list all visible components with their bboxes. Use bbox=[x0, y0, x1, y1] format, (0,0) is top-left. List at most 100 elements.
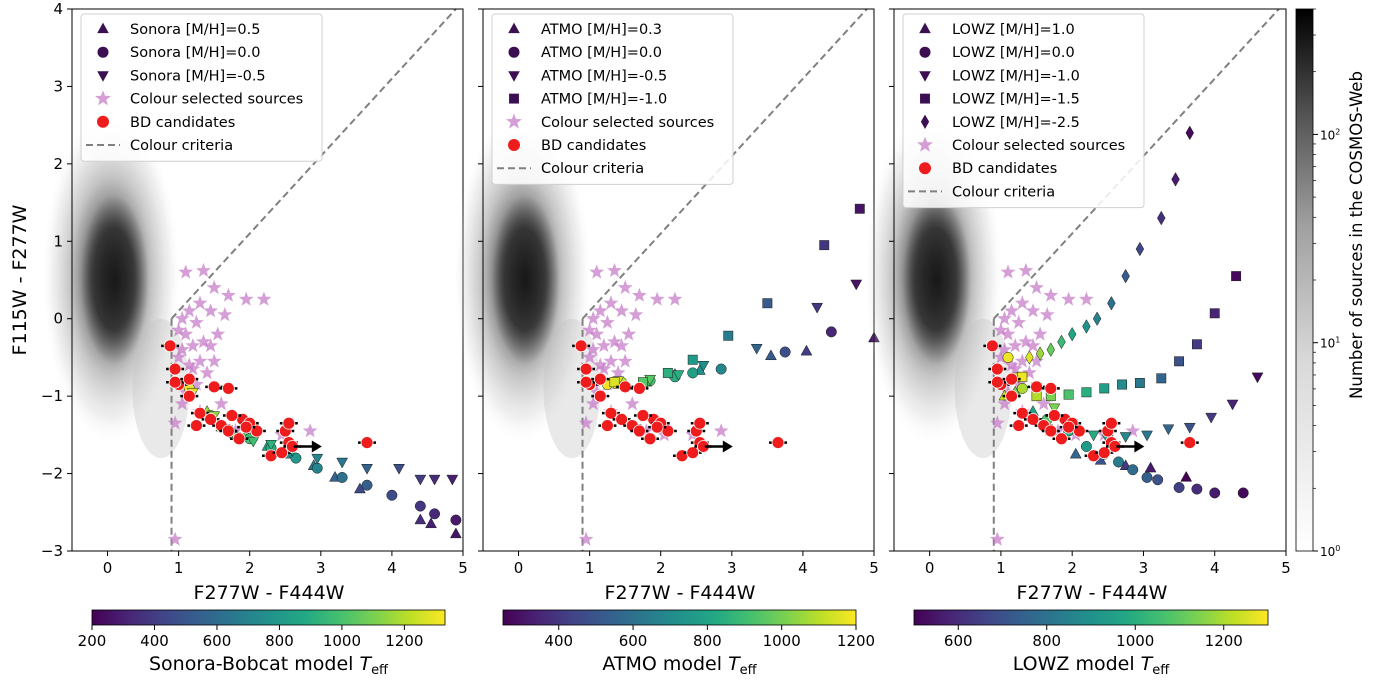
y-tick-label: −2 bbox=[41, 465, 63, 483]
model-point-diamond bbox=[1035, 346, 1045, 361]
model-point-triangle-down bbox=[428, 474, 441, 486]
teff-colorbar-tick-label: 1200 bbox=[1205, 632, 1243, 650]
teff-colorbar-tick-label: 800 bbox=[1032, 632, 1061, 650]
model-point-triangle-down bbox=[265, 439, 277, 451]
colour-selected-star bbox=[192, 295, 208, 310]
colour-selected-star bbox=[607, 334, 622, 349]
model-point-triangle-up bbox=[1069, 447, 1082, 459]
colour-selected-star bbox=[185, 361, 201, 376]
colour-selected-star bbox=[617, 353, 633, 368]
bd-candidate bbox=[193, 406, 207, 420]
model-point-triangle-down bbox=[672, 370, 685, 381]
colour-selected-star bbox=[1022, 365, 1037, 380]
colour-selected-star bbox=[1032, 326, 1048, 341]
model-point-circle bbox=[386, 489, 398, 501]
density-core bbox=[80, 194, 149, 366]
model-point-square bbox=[1209, 308, 1220, 319]
colour-selected-star bbox=[1125, 423, 1141, 438]
colour-selected-star bbox=[628, 307, 644, 322]
model-point-square bbox=[819, 240, 830, 251]
colour-selected-star bbox=[596, 361, 612, 376]
model-point-triangle-down bbox=[1087, 430, 1100, 442]
colour-selected-star bbox=[196, 262, 211, 277]
colour-selected-star bbox=[302, 423, 318, 438]
model-point-triangle-up bbox=[765, 349, 777, 361]
legend-marker-circle bbox=[508, 46, 520, 58]
colour-selected-star bbox=[1004, 303, 1019, 318]
colour-selected-star bbox=[578, 531, 594, 546]
bd-candidate bbox=[618, 380, 632, 394]
colour-selected-star bbox=[989, 415, 1005, 430]
colour-selected-star bbox=[1029, 279, 1044, 295]
bd-candidate bbox=[1062, 420, 1076, 434]
model-point-diamond bbox=[1107, 295, 1116, 311]
model-point-square bbox=[1099, 383, 1110, 394]
colour-selected-star bbox=[582, 322, 598, 337]
legend-label: Colour criteria bbox=[130, 138, 233, 154]
colour-selected-star bbox=[1000, 264, 1016, 279]
legend-label: Colour selected sources bbox=[130, 92, 303, 108]
teff-colorbar-tick-label: 800 bbox=[265, 632, 294, 650]
legend-marker-triangle-up bbox=[508, 22, 520, 34]
model-point-circle bbox=[429, 508, 441, 520]
legend: LOWZ [M/H]=1.0 LOWZ [M/H]=0.0 LOWZ [M/H]=-… bbox=[902, 13, 1145, 209]
bd-candidate bbox=[990, 375, 1004, 389]
teff-colorbar-label: LOWZ model Teff bbox=[1013, 653, 1171, 678]
colour-selected-star bbox=[189, 376, 204, 391]
colour-selected-star bbox=[607, 262, 622, 277]
colour-selected-star bbox=[997, 310, 1012, 325]
legend-marker-triangle-down bbox=[919, 71, 931, 82]
legend-label: LOWZ [M/H]=-1.0 bbox=[952, 68, 1080, 84]
model-point-circle bbox=[687, 367, 699, 379]
colour-selected-star bbox=[185, 338, 201, 353]
x-tick-label: 3 bbox=[316, 559, 326, 577]
model-point-circle bbox=[450, 514, 462, 526]
bd-candidate bbox=[204, 412, 218, 426]
legend-label: ATMO [M/H]=0.3 bbox=[541, 22, 662, 38]
legend-marker-triangle-down bbox=[508, 71, 520, 82]
bd-candidate bbox=[221, 424, 235, 438]
model-point-triangle-down bbox=[811, 302, 824, 314]
bd-candidate bbox=[579, 375, 593, 389]
bd-candidate bbox=[1044, 424, 1058, 438]
teff-colorbar-tick-label: 1000 bbox=[1116, 632, 1154, 650]
colour-selected-star bbox=[189, 314, 204, 329]
colour-selected-star bbox=[206, 279, 222, 295]
colour-selected-star bbox=[192, 353, 208, 368]
legend-marker-square bbox=[509, 93, 519, 104]
colour-selected-star bbox=[256, 291, 272, 306]
model-point-diamond bbox=[1046, 342, 1055, 357]
x-tick-label: 4 bbox=[1210, 559, 1220, 577]
teff-colorbar-label: ATMO model Teff bbox=[602, 653, 757, 678]
colour-selected-star bbox=[1025, 303, 1041, 318]
bd-candidate bbox=[225, 409, 239, 422]
bd-candidate bbox=[633, 424, 646, 438]
colour-selected-star bbox=[610, 365, 626, 380]
bd-candidate bbox=[636, 409, 650, 422]
x-tick-label: 3 bbox=[1139, 559, 1149, 577]
density-cloud bbox=[42, 110, 190, 459]
model-point-circle bbox=[290, 452, 302, 464]
model-point-triangle-up bbox=[425, 517, 437, 529]
model-point-circle bbox=[1080, 441, 1092, 452]
colour-selected-star bbox=[181, 357, 197, 372]
bd-candidate bbox=[182, 372, 196, 386]
colour-selected-star bbox=[1079, 291, 1094, 306]
bd-candidate bbox=[604, 406, 618, 420]
model-point-circle bbox=[1173, 482, 1185, 493]
colour-selected-star bbox=[621, 326, 637, 341]
colour-selected-star bbox=[592, 303, 608, 318]
legend-marker-square bbox=[920, 93, 930, 104]
y-tick-label: −1 bbox=[41, 387, 63, 405]
colour-selected-star bbox=[592, 357, 608, 372]
colour-selected-star bbox=[1014, 353, 1030, 368]
model-point-square bbox=[1231, 271, 1242, 282]
legend-label: ATMO [M/H]=-1.0 bbox=[541, 92, 667, 108]
colour-selected-star bbox=[603, 353, 619, 368]
model-point-triangle-down bbox=[1048, 403, 1061, 415]
colour-selected-star bbox=[603, 295, 619, 310]
bd-candidate bbox=[990, 362, 1004, 376]
bd-candidate bbox=[1005, 389, 1018, 403]
